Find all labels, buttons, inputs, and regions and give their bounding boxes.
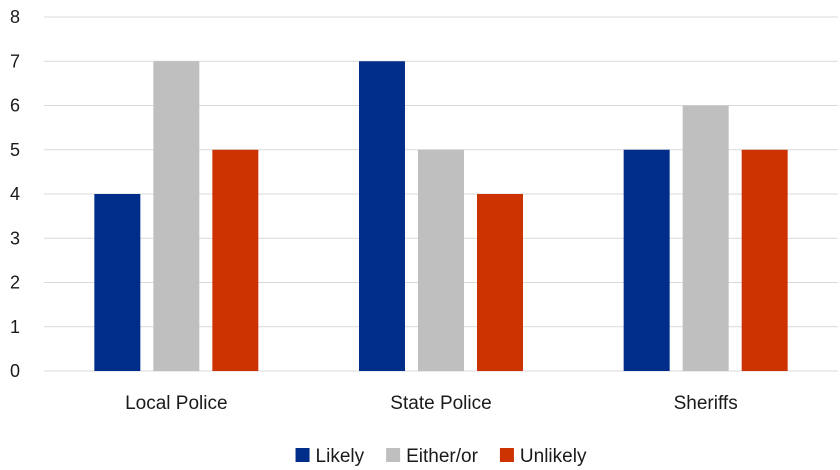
y-axis-ticks: 0 1 2 3 4 5 6 7 8 [10,7,20,381]
legend-swatch [386,448,401,462]
bar-unlikely-state-police [477,194,523,371]
y-tick-label: 2 [10,273,20,293]
bars [94,61,788,371]
legend: Likely Either/or Unlikely [295,446,587,467]
bar-unlikely-sheriffs [741,149,788,371]
bar-unlikely-local-police [212,149,259,371]
x-axis-categories: Local Police State Police Sheriffs [125,393,738,414]
legend-label: Unlikely [520,446,587,467]
legend-label: Likely [316,446,365,467]
bar-likely-local-police [94,194,141,371]
bar-either-or-local-police [153,61,200,371]
y-tick-label: 3 [10,228,20,248]
x-category-label: State Police [390,393,491,414]
y-tick-label: 1 [10,317,20,337]
legend-label: Either/or [406,446,478,467]
bar-likely-state-police [359,61,405,371]
x-category-label: Local Police [125,393,227,414]
y-tick-label: 5 [10,140,20,160]
bar-likely-sheriffs [623,149,670,371]
bar-either-or-state-police [418,149,464,371]
y-tick-label: 7 [10,51,20,71]
y-tick-label: 6 [10,96,20,116]
legend-swatch [499,448,514,462]
y-tick-label: 4 [10,184,20,204]
y-tick-label: 0 [10,361,20,381]
bar-either-or-sheriffs [682,105,729,371]
x-category-label: Sheriffs [674,393,738,414]
legend-swatch [295,448,310,462]
y-tick-label: 8 [10,7,20,27]
